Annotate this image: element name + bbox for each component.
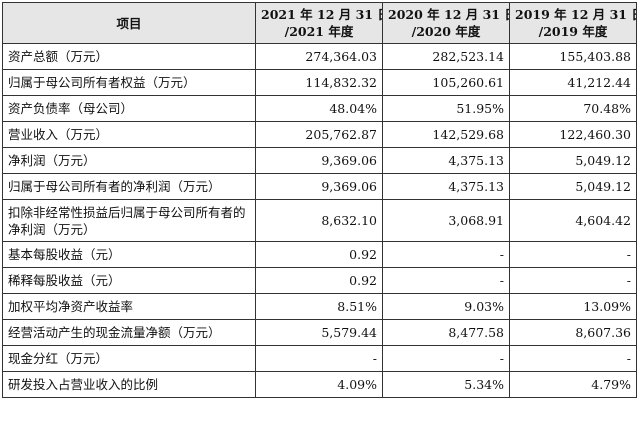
table-row: 稀释每股收益（元） 0.92 - - <box>2 267 637 294</box>
cell-2020: 282,523.14 <box>382 43 510 70</box>
table-row: 归属于母公司所有者的净利润（万元） 9,369.06 4,375.13 5,04… <box>2 173 637 200</box>
cell-2019: 13.09% <box>509 293 637 320</box>
table-row: 加权平均净资产收益率 8.51% 9.03% 13.09% <box>2 293 637 320</box>
cell-2020: - <box>382 241 510 268</box>
cell-2019: 4,604.42 <box>509 199 637 242</box>
cell-2019: 155,403.88 <box>509 43 637 70</box>
header-2019: 2019 年 12 月 31 日 /2019 年度 <box>509 2 637 44</box>
cell-2019: 8,607.36 <box>509 319 637 346</box>
cell-2019: 41,212.44 <box>509 69 637 96</box>
header-2021-year: /2021 年度 <box>284 24 354 39</box>
financial-data-table: 项目 2021 年 12 月 31 日 /2021 年度 2020 年 12 月… <box>2 2 637 398</box>
header-item: 项目 <box>2 2 256 44</box>
cell-2021: 114,832.32 <box>255 69 383 96</box>
cell-2021: 8,632.10 <box>255 199 383 242</box>
header-2019-year: /2019 年度 <box>538 24 608 39</box>
table-row: 经营活动产生的现金流量净额（万元） 5,579.44 8,477.58 8,60… <box>2 319 637 346</box>
cell-2020: 4,375.13 <box>382 173 510 200</box>
row-label: 营业收入（万元） <box>2 121 256 148</box>
header-2021-date: 2021 年 12 月 31 日 <box>261 7 383 22</box>
header-2021: 2021 年 12 月 31 日 /2021 年度 <box>255 2 383 44</box>
cell-2020: 51.95% <box>382 95 510 122</box>
cell-2021: 9,369.06 <box>255 147 383 174</box>
cell-2020: 5.34% <box>382 371 510 398</box>
cell-2019: - <box>509 345 637 372</box>
row-label: 资产总额（万元） <box>2 43 256 70</box>
header-2020-date: 2020 年 12 月 31 日 <box>388 7 510 22</box>
cell-2019: 122,460.30 <box>509 121 637 148</box>
table-row: 现金分红（万元） - - - <box>2 345 637 372</box>
header-2020: 2020 年 12 月 31 日 /2020 年度 <box>382 2 510 44</box>
cell-2020: 9.03% <box>382 293 510 320</box>
table-row: 研发投入占营业收入的比例 4.09% 5.34% 4.79% <box>2 371 637 398</box>
cell-2021: 9,369.06 <box>255 173 383 200</box>
cell-2020: 8,477.58 <box>382 319 510 346</box>
cell-2021: 0.92 <box>255 241 383 268</box>
row-label: 经营活动产生的现金流量净额（万元） <box>2 319 256 346</box>
table-row: 扣除非经常性损益后归属于母公司所有者的净利润（万元） 8,632.10 3,06… <box>2 199 637 242</box>
header-2019-date: 2019 年 12 月 31 日 <box>515 7 637 22</box>
cell-2021: 48.04% <box>255 95 383 122</box>
cell-2019: - <box>509 267 637 294</box>
cell-2021: 205,762.87 <box>255 121 383 148</box>
row-label: 资产负债率（母公司） <box>2 95 256 122</box>
header-2020-year: /2020 年度 <box>411 24 481 39</box>
table-row: 归属于母公司所有者权益（万元） 114,832.32 105,260.61 41… <box>2 69 637 96</box>
row-label: 归属于母公司所有者权益（万元） <box>2 69 256 96</box>
cell-2020: 142,529.68 <box>382 121 510 148</box>
table-row: 资产负债率（母公司） 48.04% 51.95% 70.48% <box>2 95 637 122</box>
row-label: 研发投入占营业收入的比例 <box>2 371 256 398</box>
cell-2019: 70.48% <box>509 95 637 122</box>
cell-2021: 8.51% <box>255 293 383 320</box>
cell-2019: 4.79% <box>509 371 637 398</box>
cell-2019: 5,049.12 <box>509 173 637 200</box>
row-label: 基本每股收益（元） <box>2 241 256 268</box>
cell-2021: 4.09% <box>255 371 383 398</box>
cell-2020: 3,068.91 <box>382 199 510 242</box>
row-label: 稀释每股收益（元） <box>2 267 256 294</box>
table-row: 营业收入（万元） 205,762.87 142,529.68 122,460.3… <box>2 121 637 148</box>
cell-2020: 105,260.61 <box>382 69 510 96</box>
table-header-row: 项目 2021 年 12 月 31 日 /2021 年度 2020 年 12 月… <box>2 2 637 44</box>
cell-2021: 0.92 <box>255 267 383 294</box>
table-row: 净利润（万元） 9,369.06 4,375.13 5,049.12 <box>2 147 637 174</box>
cell-2019: 5,049.12 <box>509 147 637 174</box>
row-label: 加权平均净资产收益率 <box>2 293 256 320</box>
cell-2020: 4,375.13 <box>382 147 510 174</box>
row-label: 现金分红（万元） <box>2 345 256 372</box>
cell-2021: 5,579.44 <box>255 319 383 346</box>
cell-2021: 274,364.03 <box>255 43 383 70</box>
table-row: 资产总额（万元） 274,364.03 282,523.14 155,403.8… <box>2 43 637 70</box>
cell-2021: - <box>255 345 383 372</box>
financial-data-table-container: 项目 2021 年 12 月 31 日 /2021 年度 2020 年 12 月… <box>2 2 637 398</box>
row-label: 净利润（万元） <box>2 147 256 174</box>
cell-2020: - <box>382 267 510 294</box>
cell-2020: - <box>382 345 510 372</box>
table-row: 基本每股收益（元） 0.92 - - <box>2 241 637 268</box>
row-label: 扣除非经常性损益后归属于母公司所有者的净利润（万元） <box>2 199 256 242</box>
row-label: 归属于母公司所有者的净利润（万元） <box>2 173 256 200</box>
cell-2019: - <box>509 241 637 268</box>
